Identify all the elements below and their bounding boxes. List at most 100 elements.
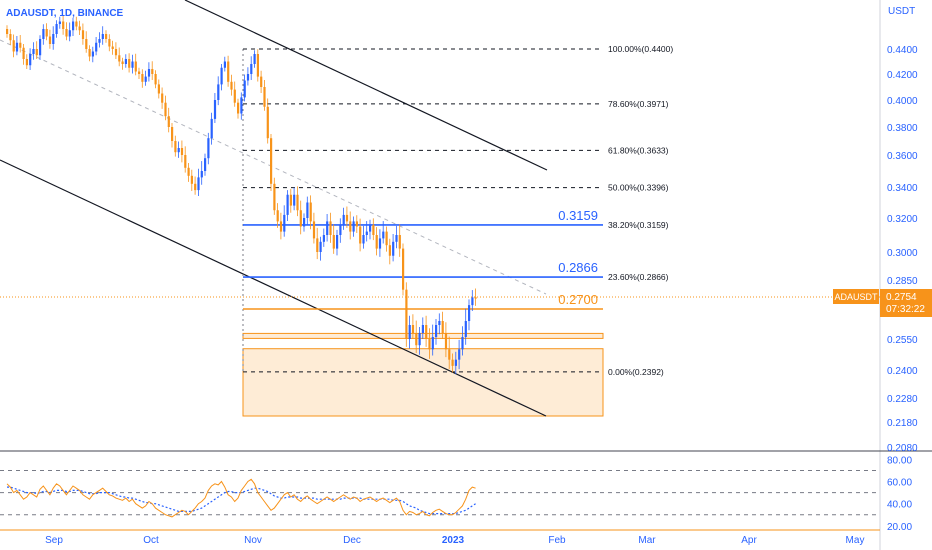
candle-body <box>95 42 98 52</box>
candle-body <box>362 235 365 244</box>
fib-level-label: 23.60%(0.2866) <box>608 272 669 282</box>
candle-body <box>345 214 349 222</box>
candle-body <box>312 221 316 239</box>
candle-body <box>359 226 362 244</box>
price-tick-label: 0.3800 <box>887 123 918 134</box>
candle-body <box>177 148 180 153</box>
candle-body <box>213 100 217 119</box>
candle-body <box>111 46 114 49</box>
candle-body <box>62 21 65 29</box>
candle-body <box>461 337 464 350</box>
candle-body <box>22 47 25 59</box>
candle-body <box>65 29 68 37</box>
candle-body <box>81 30 85 39</box>
candle-body <box>299 210 302 227</box>
candle-body <box>454 359 457 366</box>
price-tag-bg <box>880 289 932 317</box>
candle-body <box>329 221 332 235</box>
candle-body <box>256 54 259 77</box>
trend-lines-layer[interactable] <box>0 0 548 417</box>
candle-body <box>378 238 382 249</box>
candle-body <box>19 42 22 48</box>
price-tick-label: 0.2180 <box>887 418 918 429</box>
candle-body <box>385 231 388 246</box>
candle-body <box>72 21 75 31</box>
candle-body <box>131 61 134 68</box>
candle-body <box>230 81 233 90</box>
candle-body <box>108 39 111 47</box>
candle-body <box>121 61 124 64</box>
bar-countdown: 07:32:22 <box>886 304 925 315</box>
symbol-tag-label: ADAUSDT <box>834 292 878 302</box>
candle-body <box>303 218 306 227</box>
candle-body <box>451 359 454 366</box>
fib-level-label: 0.00%(0.2392) <box>608 367 664 377</box>
price-tick-label: 0.2400 <box>887 366 918 377</box>
candle-body <box>246 74 250 81</box>
candle-body <box>32 49 35 54</box>
time-tick-label: Sep <box>45 535 63 546</box>
candle-body <box>289 194 292 206</box>
candle-body <box>369 224 372 232</box>
level-label: 0.2866 <box>558 260 598 275</box>
fib-level-label: 38.20%(0.3159) <box>608 220 669 230</box>
candle-body <box>147 69 151 77</box>
rsi-tick-label: 40.00 <box>887 500 912 511</box>
candle-body <box>431 337 434 350</box>
candle-body <box>441 321 444 333</box>
candle-body <box>444 333 448 350</box>
candle-body <box>276 210 279 222</box>
rsi-tick-label: 20.00 <box>887 522 912 533</box>
candle-body <box>471 297 474 306</box>
candle-body <box>458 349 461 360</box>
lower-channel-line <box>0 159 547 417</box>
candle-body <box>474 297 477 299</box>
candle-body <box>365 231 368 235</box>
price-tick-label: 0.2080 <box>887 443 918 454</box>
candle-body <box>48 36 52 44</box>
candle-body <box>35 49 38 56</box>
candle-body <box>210 118 213 139</box>
candle-body <box>349 221 352 232</box>
candle-body <box>270 138 273 184</box>
candle-body <box>402 248 405 290</box>
candle-body <box>468 305 471 321</box>
candle-body <box>164 102 167 117</box>
candle-body <box>421 325 424 333</box>
candle-body <box>6 29 9 34</box>
rsi-pane[interactable]: 80.00 60.00 40.00 20.00 <box>0 455 912 533</box>
candle-body <box>342 214 345 225</box>
candle-body <box>157 84 160 94</box>
price-tick-label: 0.4200 <box>887 70 918 81</box>
candle-body <box>428 339 431 350</box>
candle-body <box>58 21 61 24</box>
candle-body <box>266 106 269 139</box>
candle-body <box>415 333 418 346</box>
candle-body <box>187 167 190 176</box>
candle-body <box>237 102 240 114</box>
candle-body <box>220 67 223 85</box>
candle-body <box>124 59 127 64</box>
candle-body <box>448 349 451 360</box>
price-tick-label: 0.3000 <box>887 248 918 259</box>
candle-body <box>151 69 154 74</box>
candle-body <box>118 55 121 62</box>
candle-body <box>88 49 91 57</box>
time-tick-label: 2023 <box>442 535 465 546</box>
candle-body <box>398 235 401 249</box>
time-tick-label: Nov <box>244 535 262 546</box>
candle-body <box>190 175 193 184</box>
horizontal-levels[interactable]: 0.3159 0.2866 0.2700 <box>243 208 603 310</box>
candle-body <box>154 74 157 85</box>
level-label: 0.2700 <box>558 292 598 307</box>
price-tick-label: 0.3600 <box>887 151 918 162</box>
candle-body <box>194 183 197 191</box>
candle-body <box>101 34 104 39</box>
candle-body <box>250 64 253 74</box>
candle-body <box>167 116 170 127</box>
candle-body <box>418 333 421 346</box>
candle-body <box>68 30 71 37</box>
